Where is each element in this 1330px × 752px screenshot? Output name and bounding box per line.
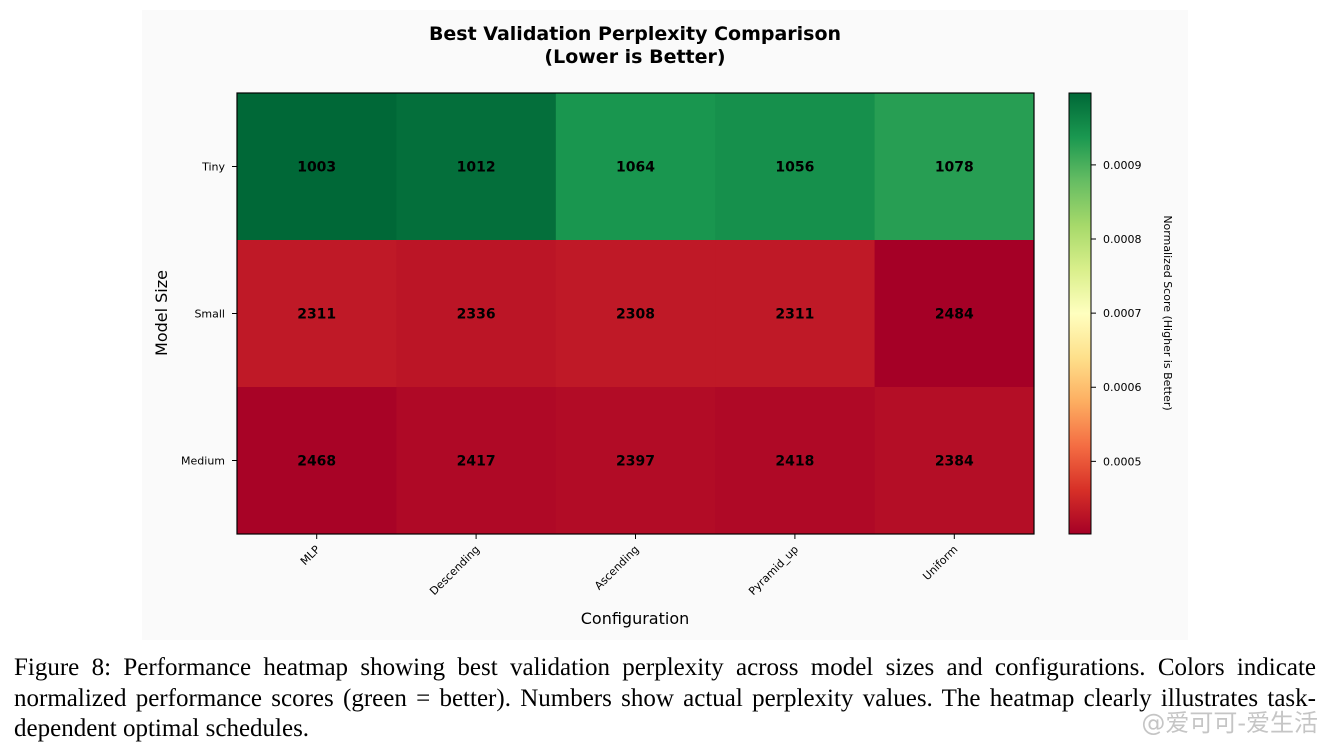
cell-value-label: 2311 [775, 307, 814, 323]
cell-value-label: 2484 [935, 307, 974, 323]
cell-value-label: 1003 [297, 160, 336, 176]
cell-value-label: 2418 [775, 454, 814, 470]
heatmap-figure: Best Validation Perplexity Comparison (L… [142, 10, 1188, 640]
y-tick-label: Small [194, 308, 225, 321]
heatmap-cell [874, 240, 1035, 388]
cell-value-label: 2384 [935, 454, 974, 470]
heatmap-cell [396, 240, 557, 388]
x-tick-label: MLP [298, 543, 323, 568]
heatmap-cells [237, 93, 1035, 535]
chart-title-line-1: Best Validation Perplexity Comparison [429, 23, 841, 45]
colorbar-tick-label: 0.0007 [1103, 307, 1142, 320]
heatmap-cell [874, 93, 1035, 241]
heatmap-cell [396, 93, 557, 241]
y-axis-label: Model Size [152, 270, 171, 356]
heatmap-cell [715, 387, 876, 535]
heatmap-cell [237, 387, 397, 535]
heatmap-cell [555, 93, 716, 241]
colorbar-tick-label: 0.0009 [1103, 159, 1142, 172]
chart-title-line-2: (Lower is Better) [544, 46, 725, 68]
cell-value-label: 2468 [297, 454, 336, 470]
cell-value-label: 2308 [616, 307, 655, 323]
cell-value-label: 2311 [297, 307, 336, 323]
cell-value-label: 2336 [457, 307, 496, 323]
x-tick-label: Descending [427, 543, 482, 598]
y-axis-ticks: Tiny Small Medium [181, 161, 237, 468]
heatmap-cell-labels: 1003 1012 1064 1056 1078 2311 2336 2308 2311 2484… [297, 160, 974, 470]
x-tick-label: Ascending [592, 543, 642, 593]
cell-value-label: 2397 [616, 454, 655, 470]
colorbar-tick-label: 0.0008 [1103, 233, 1142, 246]
heatmap-cell [874, 387, 1035, 535]
x-tick-label: Pyramid_up [746, 543, 801, 598]
heatmap-cell [555, 240, 716, 388]
heatmap-cell [715, 240, 876, 388]
cell-value-label: 1012 [457, 160, 496, 176]
heatmap-cell [715, 93, 876, 241]
colorbar-label: Normalized Score (Higher is Better) [1161, 215, 1174, 410]
x-tick-label: Uniform [920, 543, 960, 583]
colorbar-tick-label: 0.0006 [1103, 381, 1142, 394]
y-tick-label: Medium [181, 455, 225, 468]
x-axis-label: Configuration [581, 609, 690, 628]
heatmap-cell [396, 387, 557, 535]
colorbar [1068, 92, 1092, 535]
cell-value-label: 1056 [775, 160, 814, 176]
x-axis-ticks: MLP Descending Ascending Pyramid_up Uniform [298, 534, 960, 598]
watermark: @爱可可-爱生活 [1141, 709, 1318, 737]
colorbar-ticks: 0.0005 0.0006 0.0007 0.0008 0.0009 [1091, 159, 1142, 468]
figure-caption: Figure 8: Performance heatmap showing be… [14, 654, 1316, 742]
colorbar-tick-label: 0.0005 [1103, 455, 1142, 468]
heatmap-cell [237, 240, 397, 388]
heatmap-cell [237, 93, 397, 241]
cell-value-label: 1064 [616, 160, 655, 176]
heatmap-cell [555, 387, 716, 535]
cell-value-label: 1078 [935, 160, 974, 176]
y-tick-label: Tiny [201, 161, 225, 174]
heatmap-chart: Best Validation Perplexity Comparison (L… [152, 23, 1174, 628]
cell-value-label: 2417 [457, 454, 496, 470]
